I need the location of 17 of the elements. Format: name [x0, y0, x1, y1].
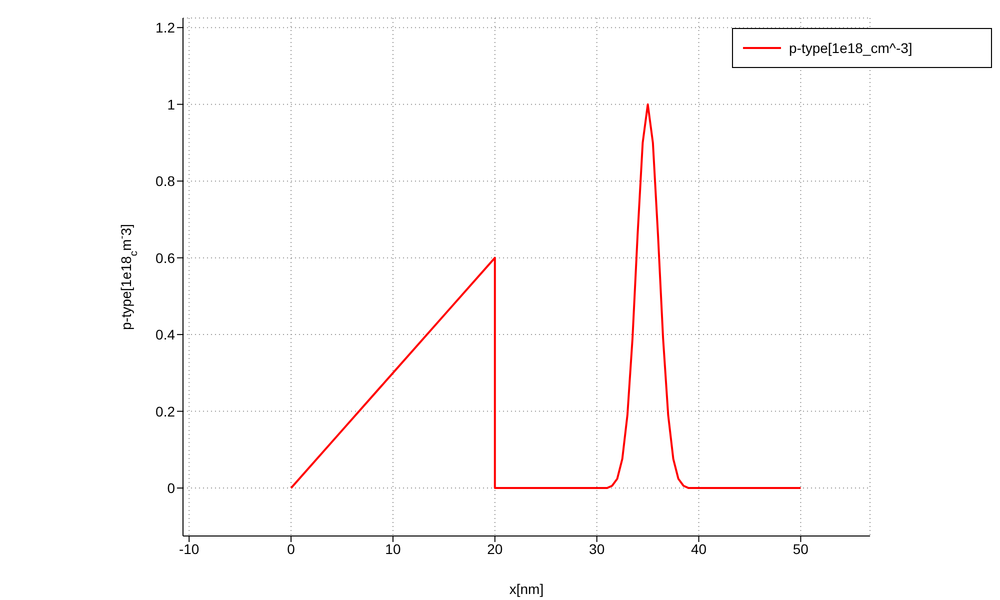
y-tick-label: 1 — [167, 96, 176, 112]
y-tick-label: 0.8 — [156, 173, 176, 190]
x-tick-label: 10 — [385, 540, 401, 557]
x-tick-label: 50 — [792, 540, 809, 557]
y-tick-label: 0.2 — [156, 403, 176, 420]
y-tick-label: 0.4 — [156, 326, 176, 343]
y-tick-label: 0.6 — [156, 250, 176, 266]
x-tick-label: 0 — [287, 540, 296, 557]
y-tick-label: 0 — [167, 480, 176, 496]
x-axis-title: x[nm] — [509, 581, 544, 597]
y-tick-label: 1.2 — [156, 20, 176, 36]
x-tick-label: -10 — [179, 540, 200, 557]
x-tick-label: 30 — [589, 540, 605, 557]
line-series — [290, 103, 802, 490]
legend-label: p-type[1e18_cm^-3] — [789, 39, 912, 58]
x-tick-label: 40 — [690, 540, 707, 557]
x-tick-label: 20 — [487, 540, 503, 557]
